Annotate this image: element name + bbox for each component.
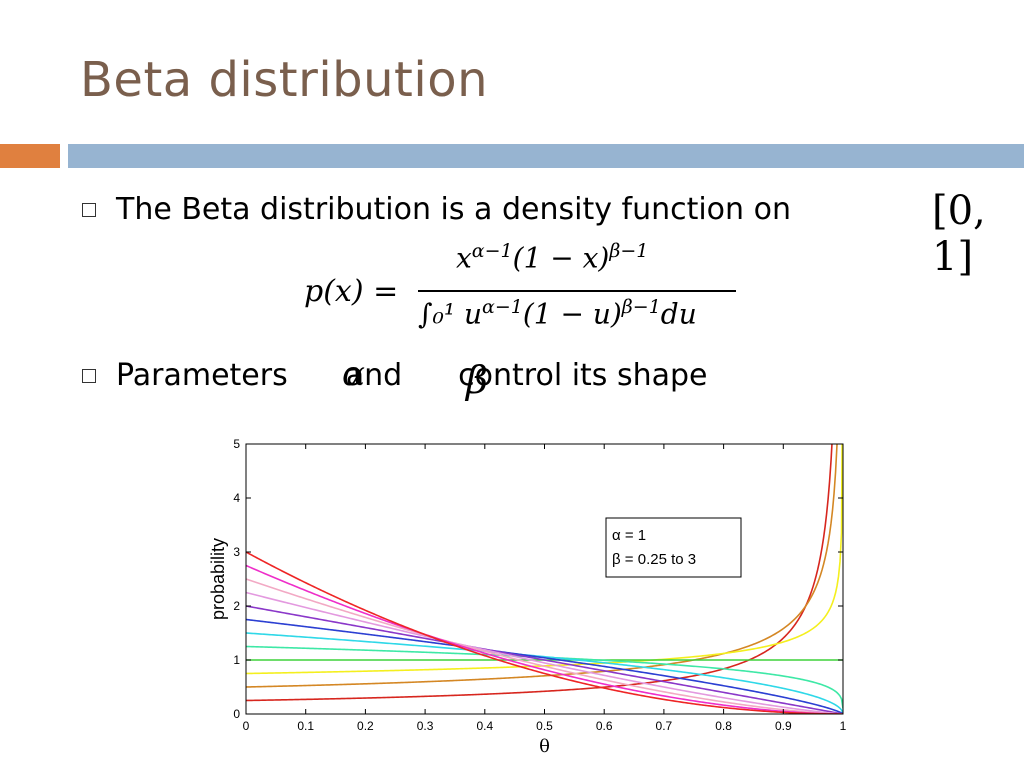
series-line-beta-2_5 (246, 578, 843, 714)
x-tick-label: 0.3 (417, 719, 434, 733)
series-line-beta-0_75 (246, 444, 843, 675)
series-line-beta-0_5 (246, 444, 838, 688)
formula-denominator: ∫₀¹ uα−1(1 − u)β−1du (418, 296, 697, 331)
y-tick-label: 1 (233, 653, 240, 667)
x-tick-label: 0.8 (715, 719, 732, 733)
x-axis-label: θ (539, 736, 550, 757)
formula-numerator: xα−1(1 − x)β−1 (456, 240, 649, 275)
x-tick-label: 1 (840, 719, 847, 733)
interval-notation: [0, 1] (932, 188, 986, 280)
x-tick-label: 0.4 (476, 719, 493, 733)
series-line-beta-1_5 (246, 632, 843, 714)
bullet-control-text: control its shape (458, 358, 708, 393)
y-tick-label: 0 (233, 707, 240, 721)
formula-lhs: p(x) = (304, 274, 399, 309)
beta-symbol: β (466, 358, 488, 402)
x-tick-label: 0 (243, 719, 250, 733)
x-tick-label: 0.7 (656, 719, 673, 733)
x-tick-label: 0.9 (775, 719, 792, 733)
bullet-and-text: and (345, 358, 403, 393)
x-tick-label: 0.1 (297, 719, 314, 733)
y-axis-label: probability (208, 538, 228, 620)
bullet-density-text: The Beta distribution is a density funct… (116, 192, 791, 227)
accent-band-orange (0, 144, 60, 168)
beta-pdf-formula: p(x) = xα−1(1 − x)β−1 ∫₀¹ uα−1(1 − u)β−1… (300, 238, 740, 342)
y-tick-label: 5 (233, 437, 240, 451)
beta-density-chart: 0 0.1 0.2 0.3 0.4 0.5 0.6 0.7 0.8 0.9 1 0 1 2 3 4 5 θ prob… (196, 430, 860, 760)
bullet-parameters-text: Parameters (116, 358, 288, 393)
slide-title: Beta distribution (80, 52, 488, 108)
y-tick-label: 2 (233, 599, 240, 613)
x-tick-label: 0.2 (357, 719, 374, 733)
legend-line-2: β = 0.25 to 3 (612, 551, 696, 568)
accent-band-blue (68, 144, 1024, 168)
y-tick-label: 4 (233, 491, 240, 505)
series-line-beta-1_75 (246, 618, 843, 714)
legend-box (605, 517, 742, 578)
bullet-parameters: Parameters and control its shape (82, 358, 708, 393)
alpha-symbol: α (342, 354, 365, 394)
bullet-density: The Beta distribution is a density funct… (82, 192, 791, 227)
y-tick-label: 3 (233, 545, 240, 559)
bullet-square-icon (82, 202, 96, 217)
series-line-beta-0_25 (246, 444, 833, 702)
x-tick-label: 0.5 (536, 719, 553, 733)
chart-svg: 0 0.1 0.2 0.3 0.4 0.5 0.6 0.7 0.8 0.9 1 0 1 2 3 4 5 θ prob… (208, 437, 847, 757)
series-line-beta-2 (246, 605, 843, 714)
x-tick-label: 0.6 (596, 719, 613, 733)
series-line-beta-2_25 (246, 591, 843, 714)
formula-fraction-bar (418, 290, 736, 292)
series-line-beta-2_75 (246, 564, 843, 714)
series-line-beta-3 (246, 551, 843, 714)
bullet-square-icon (82, 368, 96, 383)
legend-line-1: α = 1 (612, 527, 646, 544)
